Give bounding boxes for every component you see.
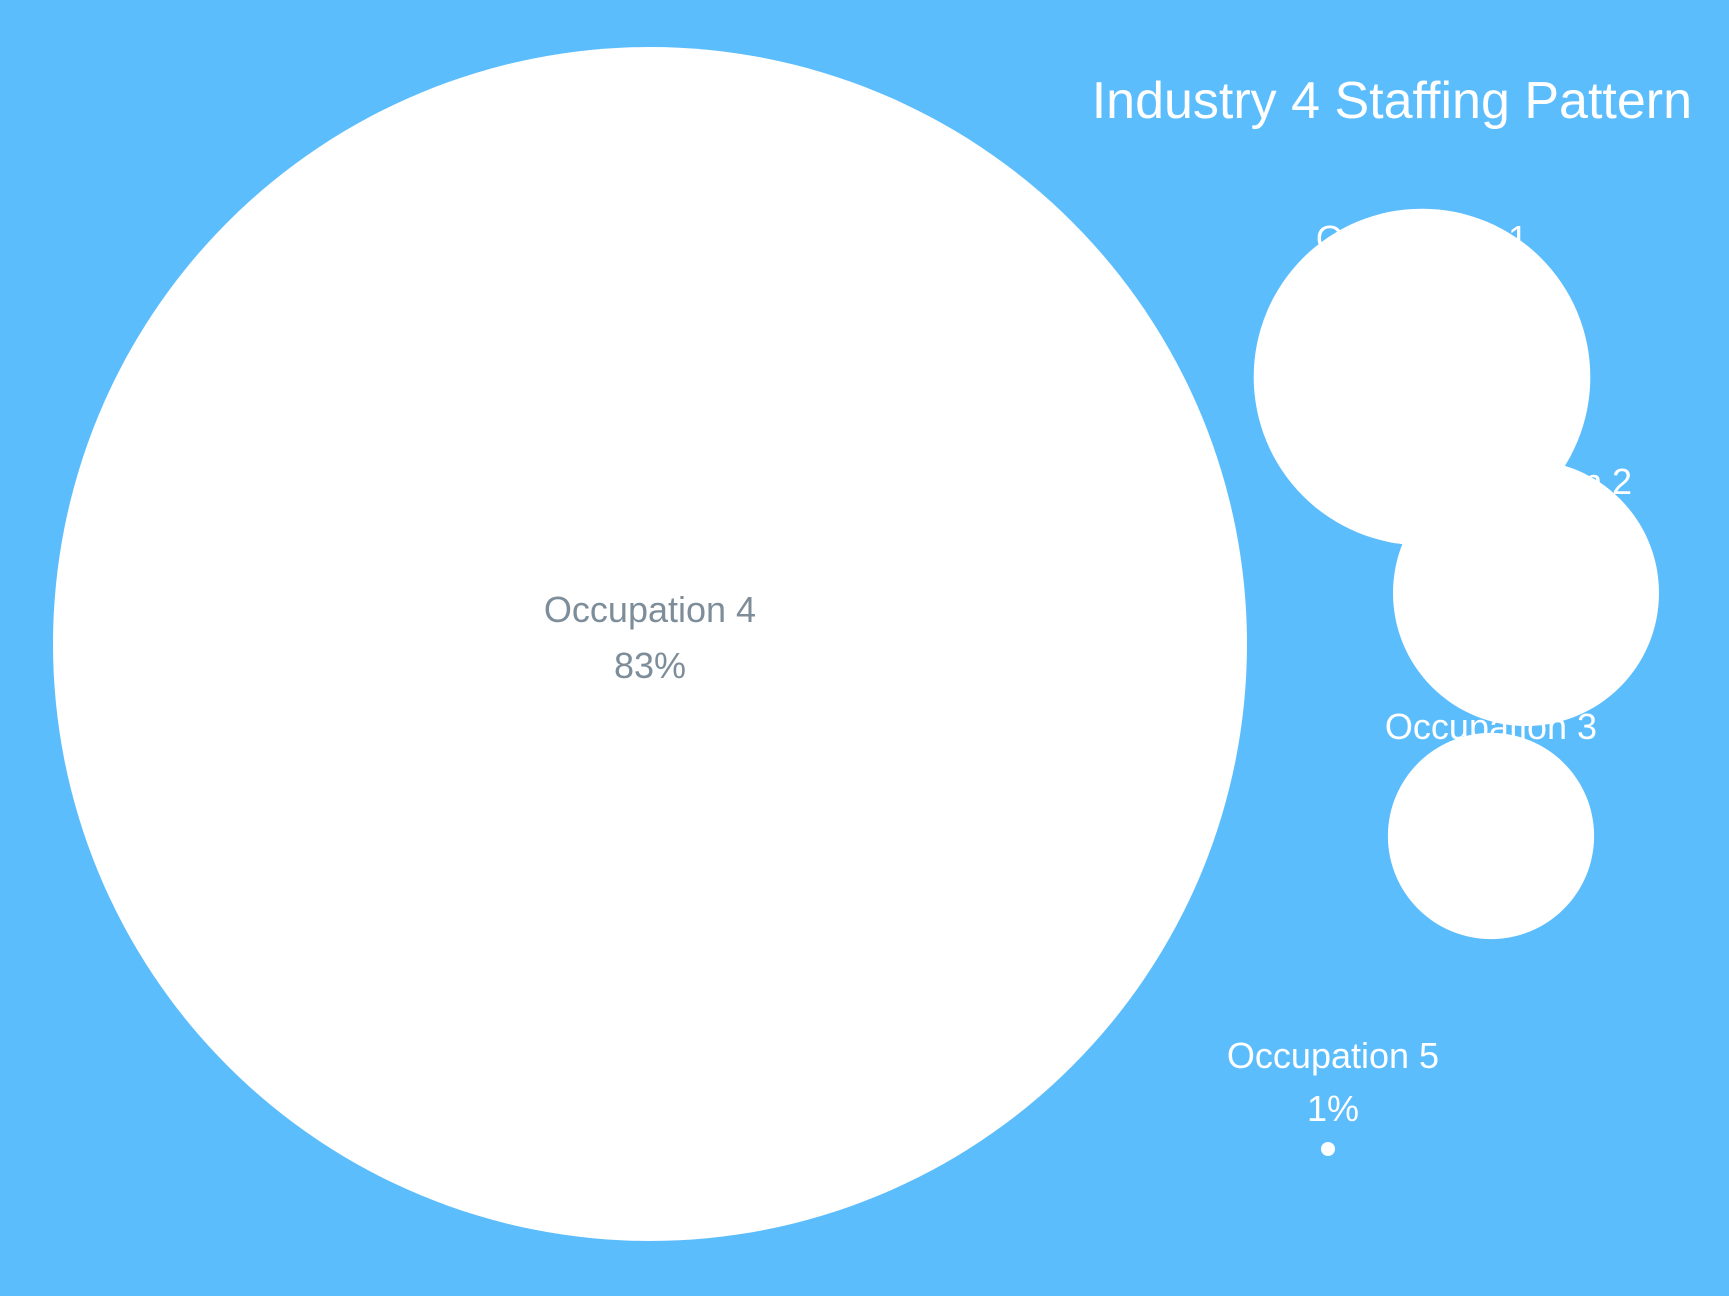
bubbles-layer: Occupation 483%Occupation 18%Occupation …	[53, 47, 1659, 1241]
bubble-occupation-4	[53, 47, 1247, 1241]
bubble-value-label-occupation-1: 8%	[1396, 266, 1448, 307]
bubble-group-occupation-1: Occupation 1 8%	[1253, 208, 1591, 546]
chart-title: Industry 4 Staffing Pattern	[1092, 72, 1692, 130]
bubble-value-label-occupation-3: 3%	[1465, 766, 1517, 807]
bubble-group-occupation-2: Occupation 2 5%	[1393, 460, 1659, 726]
bubble-name-label-occupation-5: Occupation 5	[1227, 1035, 1439, 1076]
bubble-occupation-1	[1253, 208, 1591, 546]
bubble-occupation-3	[1387, 732, 1595, 940]
bubble-group-occupation-5: Occupation 5 1%	[1227, 1035, 1439, 1156]
bubble-name-label-occupation-3: Occupation 3	[1385, 706, 1597, 747]
bubble-group-occupation-3: Occupation 3 3%	[1385, 706, 1597, 940]
bubble-name-label-occupation-1: Occupation 1	[1316, 218, 1528, 259]
bubble-value-label-occupation-5: 1%	[1307, 1088, 1359, 1129]
bubble-group-occupation-4: Occupation 4 83%	[53, 47, 1247, 1241]
bubble-occupation-5	[1321, 1142, 1335, 1156]
bubble-value-label-occupation-2: 5%	[1500, 512, 1552, 553]
bubble-value-label-occupation-4: 83%	[614, 645, 686, 686]
bubble-name-label-occupation-2: Occupation 2	[1420, 461, 1632, 502]
bubble-name-label-occupation-4: Occupation 4	[544, 589, 756, 630]
bubble-occupation-2	[1393, 460, 1659, 726]
